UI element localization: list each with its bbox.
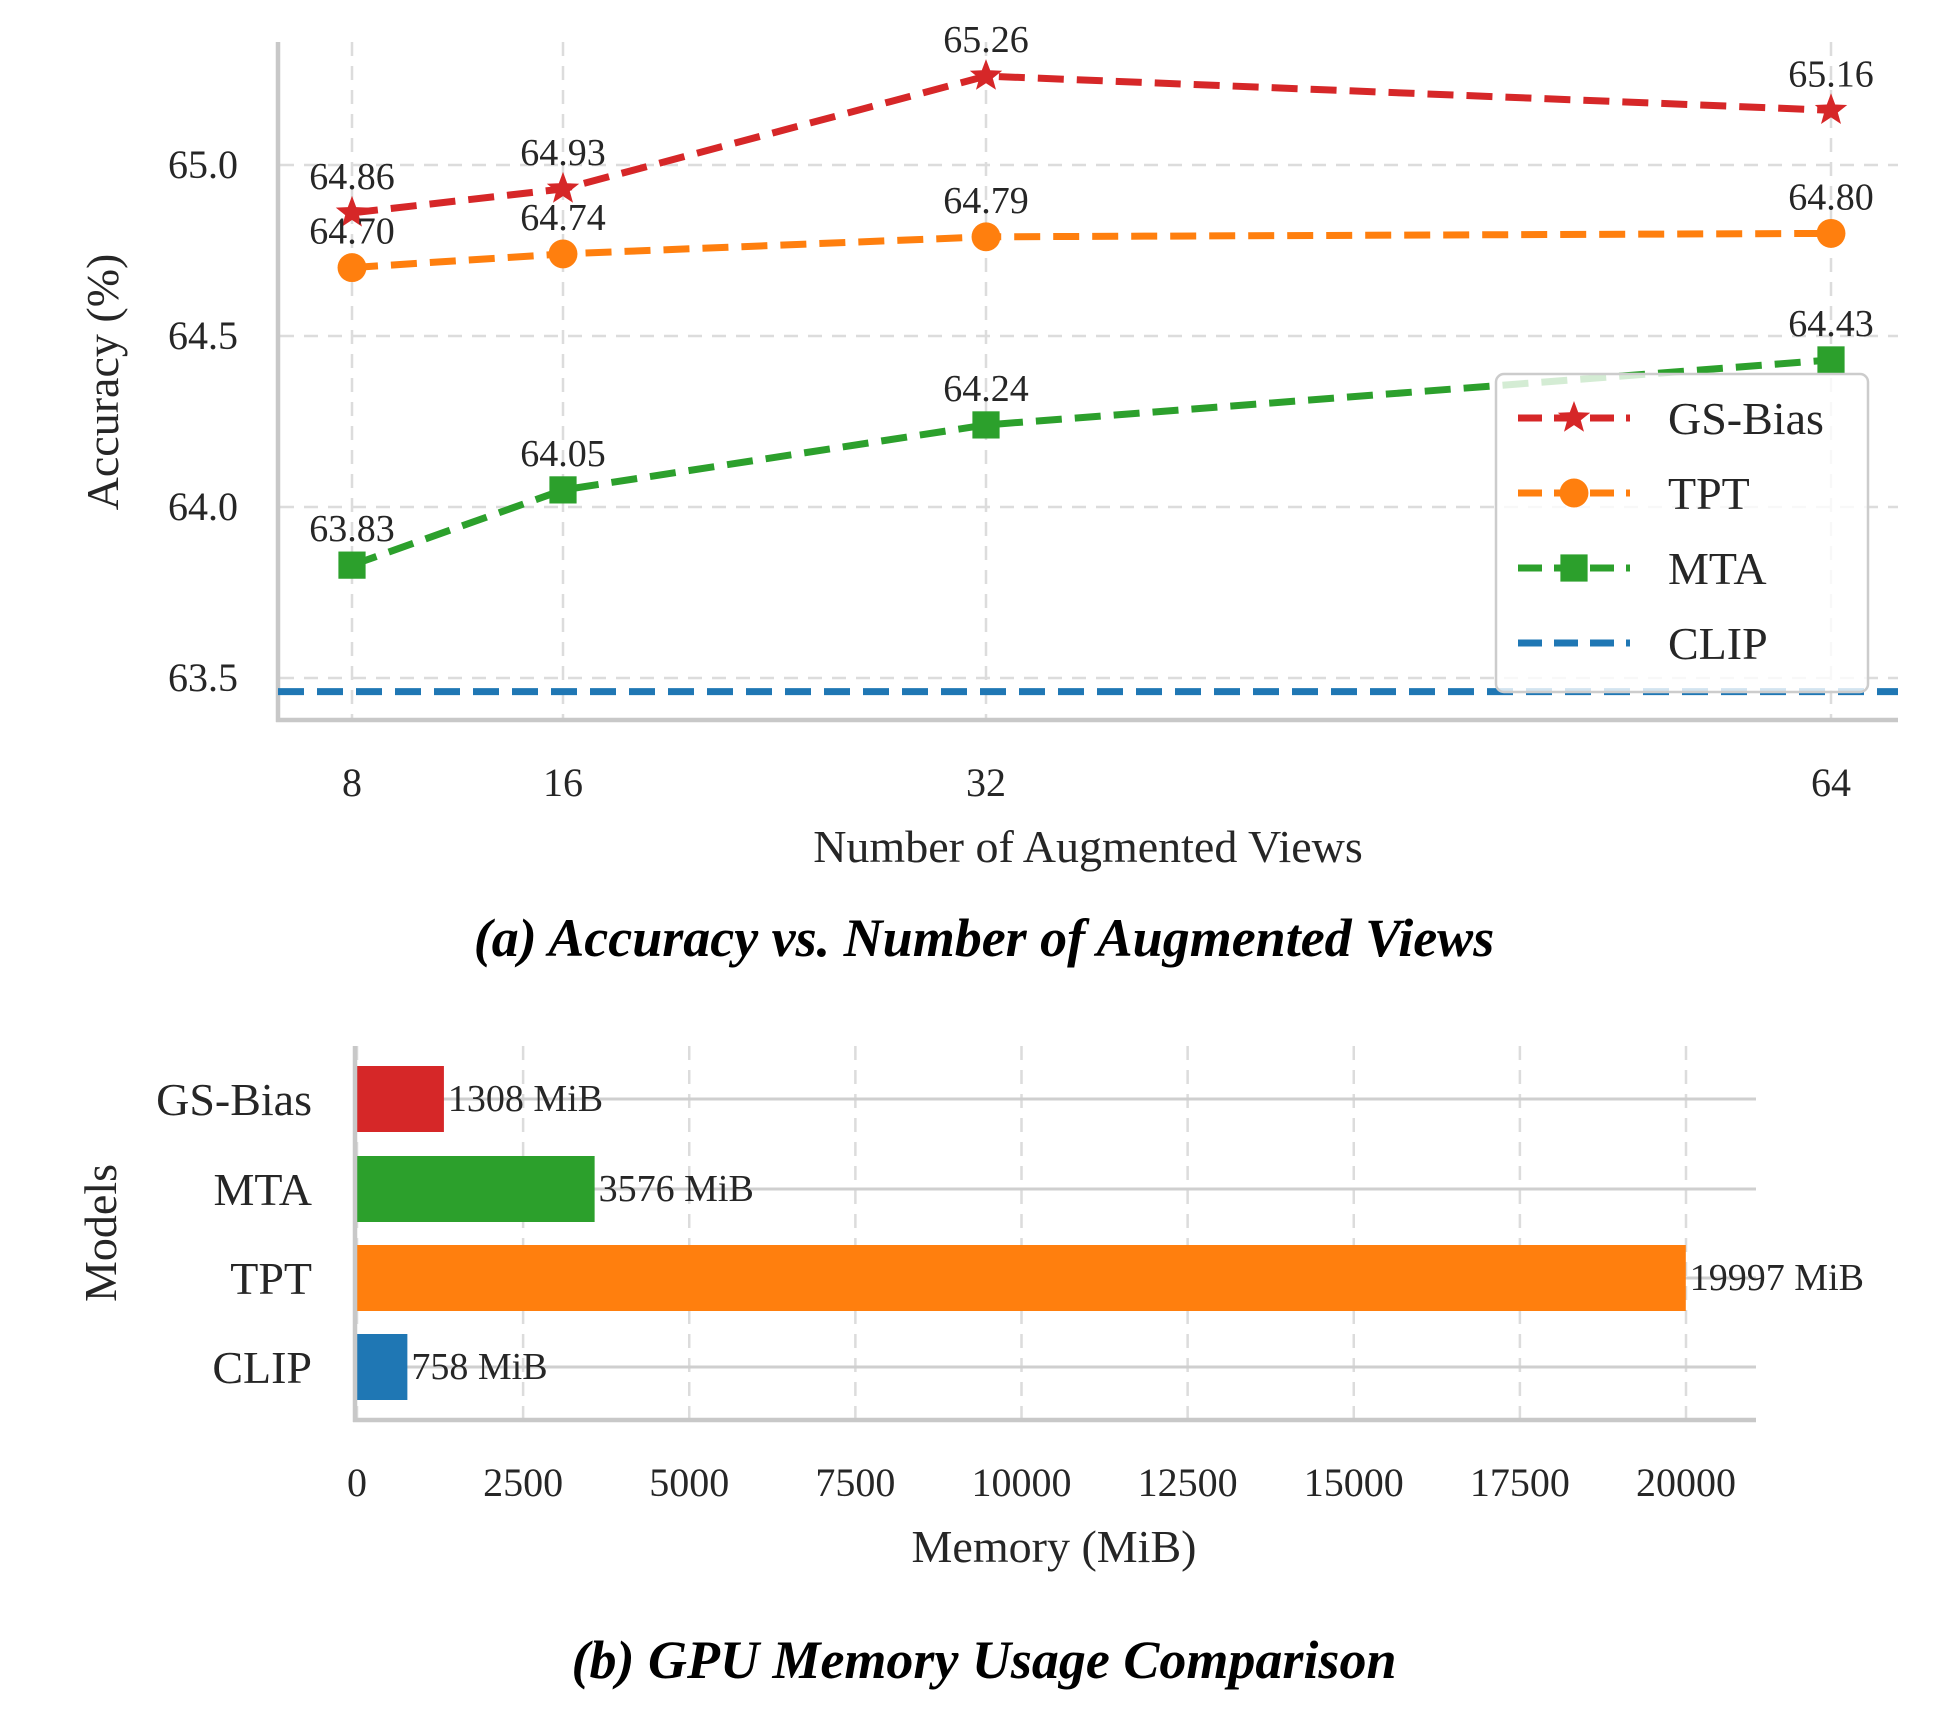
series-line [351, 229, 1832, 272]
series-line [350, 356, 1832, 569]
x-tick-label: 16 [543, 760, 583, 805]
legend-label: TPT [1668, 468, 1750, 519]
x-tick-label: 17500 [1470, 1460, 1570, 1505]
legend-label: GS-Bias [1668, 393, 1824, 444]
memory-chart-title: (b) GPU Memory Usage Comparison [572, 1630, 1397, 1690]
y-tick-label: TPT [230, 1253, 312, 1304]
y-tick-label: 63.5 [168, 655, 238, 700]
legend-frame [1494, 372, 1870, 694]
legend-label: CLIP [1668, 618, 1768, 669]
data-point [969, 59, 1003, 90]
bar-tpt [357, 1245, 1686, 1311]
legend-item-tpt: TPT [1518, 468, 1750, 519]
x-tick-label: 12500 [1138, 1460, 1238, 1505]
accuracy-x-axis-label: Number of Augmented Views [813, 821, 1363, 872]
data-label: 64.43 [1788, 303, 1874, 345]
accuracy-y-axis-label: Accuracy (%) [77, 254, 128, 511]
accuracy-chart: 63.564.064.565.08 16 32 64 64.8664.9365.266… [77, 19, 1898, 968]
series-gs-bias [335, 59, 1848, 227]
data-label: 63.83 [309, 508, 395, 550]
x-tick-label: 0 [347, 1460, 367, 1505]
legend-item-gs-bias: GS-Bias [1518, 393, 1824, 444]
data-point [546, 171, 580, 203]
legend-marker [1560, 554, 1588, 582]
bar-value-label: 19997 MiB [1690, 1257, 1864, 1299]
bar-value-label: 758 MiB [411, 1346, 547, 1388]
y-tick-label: 65.0 [168, 142, 238, 187]
data-label: 64.24 [943, 368, 1029, 410]
data-point [972, 411, 1000, 439]
data-label: 65.26 [943, 19, 1029, 61]
memory-tick-labels: GS-Bias MTA TPT CLIP 0 2500 5000 7500 10000 12500… [156, 1074, 1736, 1505]
data-point [971, 222, 1001, 252]
x-tick-label: 15000 [1304, 1460, 1404, 1505]
memory-bars [357, 1066, 1686, 1400]
accuracy-data-labels: 64.86 64.93 65.26 65.16 64.70 64.74 64.79 64.80… [309, 19, 1874, 550]
bar-clip [357, 1334, 408, 1400]
data-label: 64.70 [309, 211, 395, 253]
data-label: 65.16 [1788, 53, 1874, 95]
data-label: 64.93 [520, 132, 606, 174]
y-tick-label: GS-Bias [156, 1074, 312, 1125]
series-mta [338, 346, 1845, 579]
memory-chart: GS-Bias MTA TPT CLIP 0 2500 5000 7500 10000 12500… [75, 1046, 1864, 1690]
data-point [335, 195, 369, 227]
accuracy-legend: GS-Bias TPT MTA CLIP [1494, 372, 1870, 694]
legend-item-mta: MTA [1518, 543, 1767, 594]
x-tick-label: 10000 [972, 1460, 1072, 1505]
data-point [1814, 93, 1848, 124]
x-tick-label: 32 [966, 760, 1006, 805]
data-point [548, 239, 578, 269]
data-point [1817, 346, 1845, 374]
y-tick-label: MTA [213, 1164, 312, 1215]
bar-value-label: 1308 MiB [448, 1078, 603, 1120]
bar-value-label: 3576 MiB [599, 1168, 754, 1210]
data-label: 64.80 [1788, 176, 1874, 218]
y-tick-label: 64.5 [168, 313, 238, 358]
memory-y-axis-label: Models [75, 1164, 126, 1302]
accuracy-tick-labels: 63.5 64.0 64.5 65.0 8 16 32 64 [168, 142, 1851, 805]
x-tick-label: 20000 [1636, 1460, 1736, 1505]
memory-data-labels: 1308 MiB 3576 MiB 19997 MiB 758 MiB [411, 1078, 1864, 1388]
x-tick-label: 8 [342, 760, 362, 805]
legend-item-clip: CLIP [1518, 618, 1768, 669]
data-point [549, 476, 577, 504]
data-label: 64.79 [943, 180, 1029, 222]
data-point [1816, 218, 1846, 248]
y-tick-label: CLIP [212, 1342, 312, 1393]
data-label: 64.86 [309, 156, 395, 198]
y-tick-label: 64.0 [168, 484, 238, 529]
x-tick-label: 5000 [649, 1460, 729, 1505]
series-line [351, 72, 1832, 217]
data-point [337, 253, 367, 283]
legend-marker [1557, 401, 1591, 432]
data-label: 64.05 [520, 433, 606, 475]
x-tick-label: 64 [1811, 760, 1851, 805]
accuracy-chart-title: (a) Accuracy vs. Number of Augmented Vie… [474, 908, 1494, 968]
memory-x-axis-label: Memory (MiB) [912, 1521, 1197, 1572]
x-tick-label: 2500 [483, 1460, 563, 1505]
data-label: 64.74 [520, 197, 606, 239]
data-point [338, 551, 366, 579]
series-tpt [337, 218, 1846, 283]
legend-label: MTA [1668, 543, 1767, 594]
bar-mta [357, 1156, 595, 1222]
legend-marker [1559, 478, 1589, 508]
bar-gs-bias [357, 1066, 444, 1132]
x-tick-label: 7500 [815, 1460, 895, 1505]
